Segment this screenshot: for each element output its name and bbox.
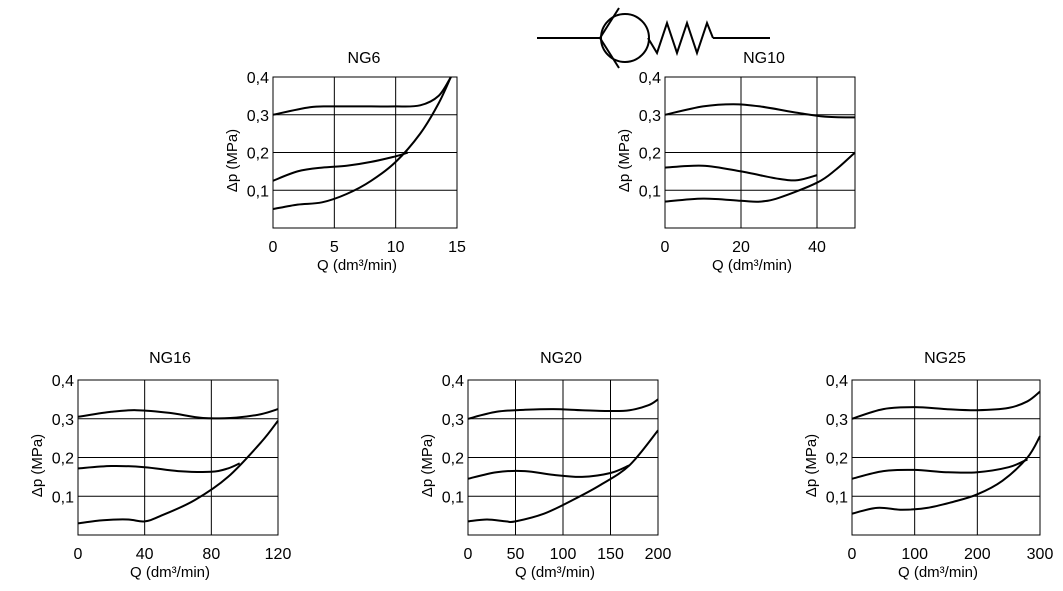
y-axis-label: Δp (MPa): [616, 129, 633, 192]
x-tick-label: 0: [848, 546, 857, 563]
y-axis-label: Δp (MPa): [29, 434, 46, 497]
plot-frame: [77, 379, 279, 536]
chart-ng10: NG10 0,1 0,2 0,3 0,4 0 20 40 Δp (MPa) Q (dm³/min): [616, 50, 856, 274]
chart-title: NG25: [924, 350, 966, 367]
y-tick-label: 0,1: [52, 489, 74, 506]
plot-frame: [467, 379, 659, 536]
y-tick-label: 0,3: [442, 412, 464, 429]
x-tick-label: 15: [448, 239, 466, 256]
chart-title: NG6: [348, 50, 381, 67]
y-tick-label: 0,4: [639, 70, 661, 87]
y-axis-label: Δp (MPa): [803, 434, 820, 497]
x-tick-label: 300: [1027, 546, 1054, 563]
chart-ng6: NG6 0,1 0,2 0,3 0,4 0 5 10 15 Δp (MPa) Q (dm³/min): [224, 50, 466, 274]
y-tick-label: 0,3: [247, 108, 269, 125]
y-tick-label: 0,2: [442, 451, 464, 468]
series-line-1: [77, 408, 279, 420]
x-tick-label: 10: [387, 239, 405, 256]
chart-title: NG10: [743, 50, 785, 67]
y-tick-label: 0,2: [52, 451, 74, 468]
series-line-3: [77, 420, 279, 525]
x-axis-label: Q (dm³/min): [712, 257, 792, 274]
series-line-1: [272, 76, 452, 116]
y-tick-label: 0,1: [442, 489, 464, 506]
series-line-1: [851, 390, 1041, 420]
series-line-3: [272, 76, 452, 211]
x-axis-label: Q (dm³/min): [317, 257, 397, 274]
x-tick-label: 80: [202, 546, 220, 563]
x-tick-label: 0: [269, 239, 278, 256]
y-tick-label: 0,1: [639, 183, 661, 200]
x-tick-label: 50: [507, 546, 525, 563]
chart-title: NG20: [540, 350, 582, 367]
x-tick-label: 100: [901, 546, 928, 563]
chart-title: NG16: [149, 350, 191, 367]
y-tick-label: 0,3: [826, 412, 848, 429]
series-line-2: [77, 462, 241, 473]
y-tick-label: 0,3: [52, 412, 74, 429]
y-tick-label: 0,1: [826, 489, 848, 506]
series-line-1: [467, 398, 659, 420]
y-tick-label: 0,1: [247, 183, 269, 200]
x-tick-label: 0: [74, 546, 83, 563]
y-tick-label: 0,2: [826, 451, 848, 468]
x-tick-label: 0: [661, 239, 670, 256]
x-axis-label: Q (dm³/min): [515, 564, 595, 581]
x-tick-label: 5: [330, 239, 339, 256]
x-axis-label: Q (dm³/min): [130, 564, 210, 581]
y-tick-label: 0,4: [247, 70, 269, 87]
y-axis-label: Δp (MPa): [419, 434, 436, 497]
series-line-2: [851, 458, 1028, 480]
x-tick-label: 200: [964, 546, 991, 563]
x-axis-label: Q (dm³/min): [898, 564, 978, 581]
x-tick-label: 200: [645, 546, 672, 563]
series-line-3: [664, 151, 856, 203]
y-tick-label: 0,2: [247, 146, 269, 163]
x-tick-label: 20: [732, 239, 750, 256]
plot-frame: [272, 76, 458, 229]
series-line-3: [467, 429, 659, 524]
series-line-1: [664, 103, 856, 119]
y-tick-label: 0,2: [639, 146, 661, 163]
chart-ng25: NG25 0,1 0,2 0,3 0,4 0 100 200 300 Δp (MPa) Q (dm³…: [803, 350, 1053, 581]
x-tick-label: 150: [597, 546, 624, 563]
check-valve-symbol-icon: [537, 7, 770, 69]
series-line-2: [467, 464, 630, 480]
y-axis-label: Δp (MPa): [224, 129, 241, 192]
x-tick-label: 40: [808, 239, 826, 256]
series-line-2: [664, 164, 818, 182]
chart-ng16: NG16 0,1 0,2 0,3 0,4 0 40 80 120 Δp (MPa) Q (dm³/m…: [29, 350, 291, 581]
x-tick-label: 40: [136, 546, 154, 563]
plot-frame: [851, 379, 1041, 536]
series-line-2: [272, 151, 409, 182]
series-line-3: [851, 435, 1041, 515]
y-tick-label: 0,4: [52, 373, 74, 390]
x-tick-label: 120: [265, 546, 292, 563]
y-tick-label: 0,4: [826, 373, 848, 390]
x-tick-label: 0: [464, 546, 473, 563]
y-tick-label: 0,3: [639, 108, 661, 125]
y-tick-label: 0,4: [442, 373, 464, 390]
x-tick-label: 100: [550, 546, 577, 563]
chart-ng20: NG20 0,1 0,2 0,3 0,4 0 50 100 150 200 Δp (MPa) Q (d…: [419, 350, 671, 581]
